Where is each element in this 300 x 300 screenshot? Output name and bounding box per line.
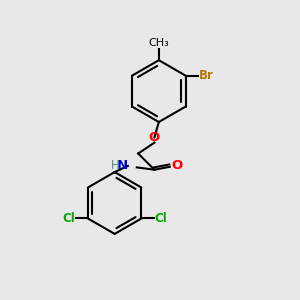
Text: Cl: Cl	[62, 212, 75, 225]
Text: CH₃: CH₃	[148, 38, 169, 48]
Text: Cl: Cl	[155, 212, 167, 225]
Text: H: H	[111, 159, 120, 172]
Text: N: N	[117, 159, 128, 172]
Text: O: O	[171, 159, 182, 172]
Text: O: O	[149, 131, 160, 144]
Text: Br: Br	[199, 69, 214, 82]
